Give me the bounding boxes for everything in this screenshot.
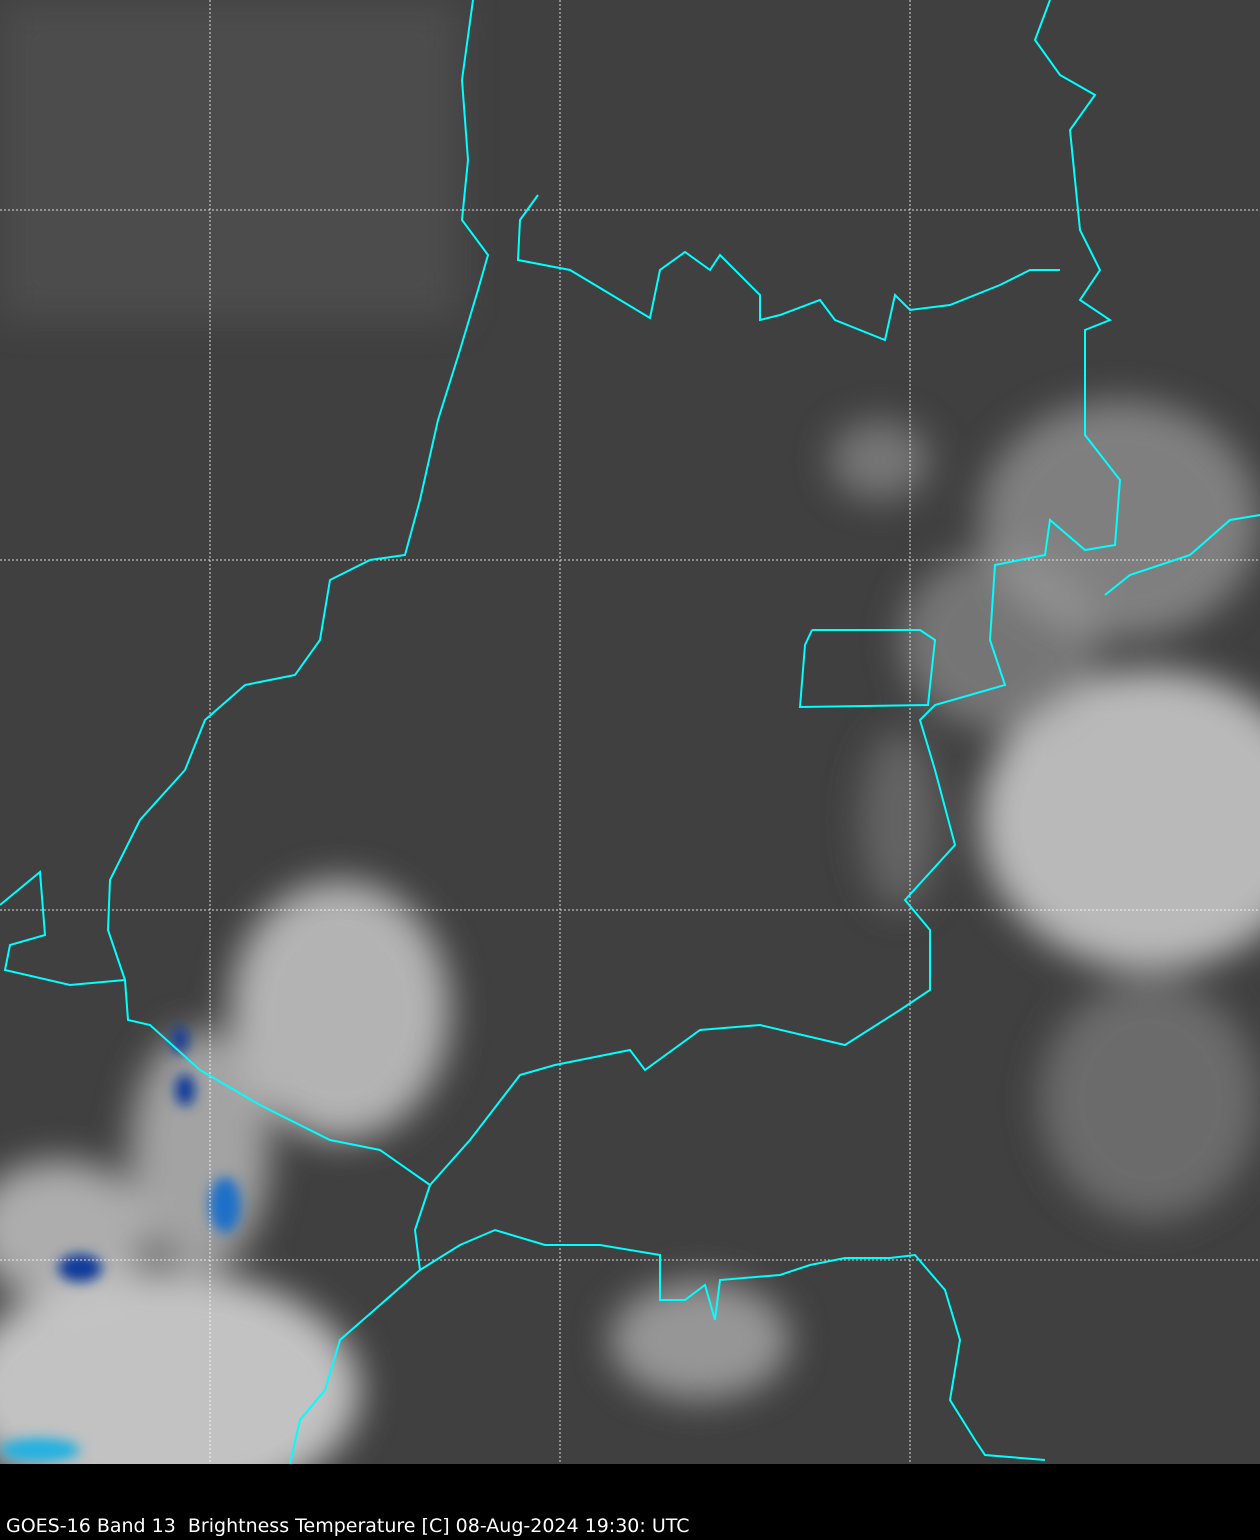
state-borders bbox=[0, 0, 1260, 1464]
satellite-map bbox=[0, 0, 1260, 1464]
graticule bbox=[0, 0, 1260, 1464]
warm-region-nw bbox=[0, 0, 460, 320]
image-caption: GOES-16 Band 13 Brightness Temperature [… bbox=[6, 1515, 690, 1537]
cold-cloud-tops bbox=[0, 1026, 241, 1462]
